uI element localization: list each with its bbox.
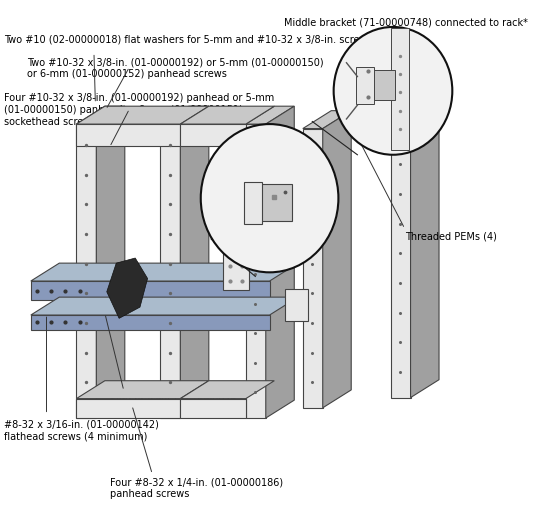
Polygon shape [31, 263, 298, 281]
Polygon shape [180, 381, 274, 399]
Polygon shape [244, 182, 262, 224]
Polygon shape [180, 399, 246, 418]
Text: Four #10-32 x 3/8-in. (01-00000192) panhead or 5-mm
(01-00000150) panhead or 6-m: Four #10-32 x 3/8-in. (01-00000192) panh… [4, 94, 274, 126]
Polygon shape [107, 258, 148, 318]
Polygon shape [223, 252, 249, 290]
Polygon shape [76, 106, 125, 124]
Text: Two #10 (02-00000018) flat washers for 5-mm and #10-32 x 3/8-in. screws only: Two #10 (02-00000018) flat washers for 5… [4, 34, 396, 45]
Polygon shape [96, 106, 125, 418]
Polygon shape [285, 289, 307, 321]
Polygon shape [411, 121, 439, 398]
Text: Two #10-32 x 3/8-in. (01-00000192) or 5-mm (01-00000150)
or 6-mm (01-00000152) p: Two #10-32 x 3/8-in. (01-00000192) or 5-… [27, 58, 324, 79]
Polygon shape [246, 106, 294, 124]
Polygon shape [357, 70, 395, 100]
Polygon shape [31, 315, 270, 329]
Polygon shape [76, 381, 209, 399]
Polygon shape [76, 106, 209, 124]
Polygon shape [266, 106, 294, 418]
Polygon shape [160, 124, 180, 418]
Polygon shape [76, 399, 180, 418]
Circle shape [334, 27, 452, 155]
Polygon shape [76, 124, 180, 145]
Text: #8-32 x 3/16-in. (01-00000142)
flathead screws (4 minimum): #8-32 x 3/16-in. (01-00000142) flathead … [4, 419, 159, 441]
Polygon shape [31, 297, 298, 315]
Polygon shape [391, 139, 411, 398]
Text: Side bracket (71-00000762): Side bracket (71-00000762) [110, 394, 247, 404]
Polygon shape [180, 106, 209, 418]
Polygon shape [303, 128, 323, 408]
Polygon shape [356, 67, 374, 104]
Polygon shape [246, 124, 266, 418]
Polygon shape [323, 111, 351, 408]
Text: Threaded PEMs (4): Threaded PEMs (4) [405, 231, 497, 242]
Polygon shape [391, 28, 408, 150]
Polygon shape [303, 111, 351, 128]
Polygon shape [76, 124, 96, 418]
Polygon shape [180, 124, 246, 145]
Polygon shape [31, 281, 270, 301]
Text: Middle bracket (71-00000748) connected to rack*: Middle bracket (71-00000748) connected t… [284, 18, 528, 28]
Polygon shape [248, 185, 292, 221]
Polygon shape [180, 106, 274, 124]
Text: Four #8-32 x 1/4-in. (01-00000186)
panhead screws: Four #8-32 x 1/4-in. (01-00000186) panhe… [110, 478, 283, 500]
Polygon shape [160, 106, 209, 124]
Polygon shape [391, 121, 439, 139]
Circle shape [201, 124, 338, 272]
